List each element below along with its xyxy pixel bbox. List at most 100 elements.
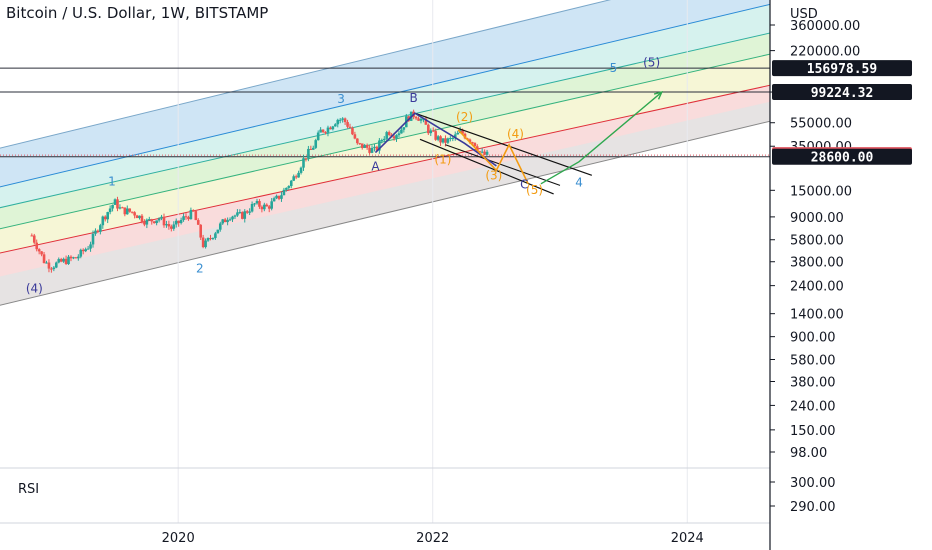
candle-112 xyxy=(304,158,308,162)
candle-body xyxy=(150,219,154,222)
candle-body xyxy=(32,235,36,243)
candle-99 xyxy=(272,196,276,202)
candle-body xyxy=(62,258,65,262)
candle-68 xyxy=(196,218,200,225)
candle-body xyxy=(201,237,205,248)
candle-body xyxy=(116,199,119,209)
channel-band-cyan-mid xyxy=(0,33,770,229)
wave-label-12: 4 xyxy=(575,175,583,189)
wave-label-14: (5) xyxy=(643,56,660,70)
candle-8 xyxy=(50,266,53,273)
candle-body xyxy=(128,208,132,212)
time-tick-label-2020: 2020 xyxy=(162,531,195,546)
candle-body xyxy=(206,238,210,241)
candle-145 xyxy=(385,130,389,142)
chart-title: Bitcoin / U.S. Dollar, 1W, BITSTAMP xyxy=(6,4,268,22)
vertical-gridlines xyxy=(177,0,688,523)
candle-body xyxy=(155,220,158,224)
candle-35 xyxy=(116,196,119,212)
wave-label-2: 2 xyxy=(196,261,204,275)
candle-body xyxy=(307,148,310,159)
candle-body xyxy=(258,201,261,207)
candle-body xyxy=(265,204,269,207)
candle-50 xyxy=(152,221,156,224)
candle-body xyxy=(439,136,442,143)
candle-38 xyxy=(123,207,127,217)
candle-body xyxy=(52,267,56,270)
candle-27 xyxy=(96,229,100,234)
candle-body xyxy=(378,140,381,151)
wave-label-11: (5) xyxy=(526,183,543,197)
candle-body xyxy=(365,145,369,148)
price-tick-label-10: 1400.00 xyxy=(790,308,844,323)
candle-body xyxy=(331,126,335,130)
candle-body xyxy=(170,226,173,229)
candle-185 xyxy=(483,149,486,156)
candle-126 xyxy=(338,117,342,124)
time-axis-ticks[interactable]: 2020 2022 2024 xyxy=(162,531,704,546)
candle-body xyxy=(275,195,278,199)
candle-113 xyxy=(307,145,310,162)
candle-171 xyxy=(449,136,452,142)
candle-body xyxy=(329,127,332,130)
candle-118 xyxy=(319,127,322,133)
channel-line-cyan-mid xyxy=(0,32,770,209)
channel-line-lower xyxy=(0,120,770,306)
candle-23 xyxy=(86,245,90,250)
candle-166 xyxy=(436,135,440,142)
candle-61 xyxy=(179,217,183,225)
candle-22 xyxy=(84,247,87,253)
candle-144 xyxy=(382,136,386,143)
candle-body xyxy=(387,132,391,135)
candle-body xyxy=(57,259,61,263)
candle-body xyxy=(226,220,229,223)
candle-44 xyxy=(138,215,141,220)
candle-70 xyxy=(201,234,205,249)
candle-2 xyxy=(35,239,39,252)
candle-body xyxy=(143,221,146,225)
candle-body xyxy=(297,172,300,178)
candle-168 xyxy=(441,138,445,144)
candle-body xyxy=(316,132,320,141)
candle-body xyxy=(79,249,83,257)
candle-75 xyxy=(214,231,217,240)
candle-body xyxy=(108,208,112,213)
candle-body xyxy=(446,138,450,143)
candle-108 xyxy=(294,174,298,180)
channel-band-upper xyxy=(0,0,770,187)
candle-body xyxy=(285,187,288,190)
candle-body xyxy=(209,238,212,240)
candle-82 xyxy=(231,215,234,223)
candle-24 xyxy=(89,241,92,252)
candle-67 xyxy=(194,209,198,221)
price-tick-label-0: 360000.00 xyxy=(790,19,860,34)
candle-167 xyxy=(439,135,442,146)
wave-label-4: B xyxy=(410,91,418,105)
candle-115 xyxy=(311,145,315,150)
wave-label-6: (2) xyxy=(456,110,473,124)
price-tick-label-12: 580.00 xyxy=(790,354,836,369)
candle-14 xyxy=(64,255,68,265)
candle-body xyxy=(419,118,423,121)
candle-186 xyxy=(485,149,489,156)
rsi-tick-label-0: 300.00 xyxy=(790,476,836,491)
candle-body xyxy=(218,223,222,230)
price-axis-ticks[interactable]: 360000.00220000.0099224.3255000.0035000.… xyxy=(770,19,860,461)
candle-body xyxy=(480,151,484,153)
candle-body xyxy=(272,198,276,202)
candle-150 xyxy=(397,130,401,138)
candle-52 xyxy=(157,217,161,223)
candle-151 xyxy=(400,126,403,134)
candle-body xyxy=(382,138,386,141)
candle-body xyxy=(101,216,105,226)
candle-17 xyxy=(72,256,75,260)
candle-138 xyxy=(368,145,371,155)
candle-102 xyxy=(280,191,283,202)
candle-body xyxy=(402,127,406,130)
candle-110 xyxy=(299,166,303,175)
candle-165 xyxy=(434,128,437,141)
candle-body xyxy=(130,211,134,213)
candle-119 xyxy=(321,129,325,134)
candle-body xyxy=(145,219,149,225)
